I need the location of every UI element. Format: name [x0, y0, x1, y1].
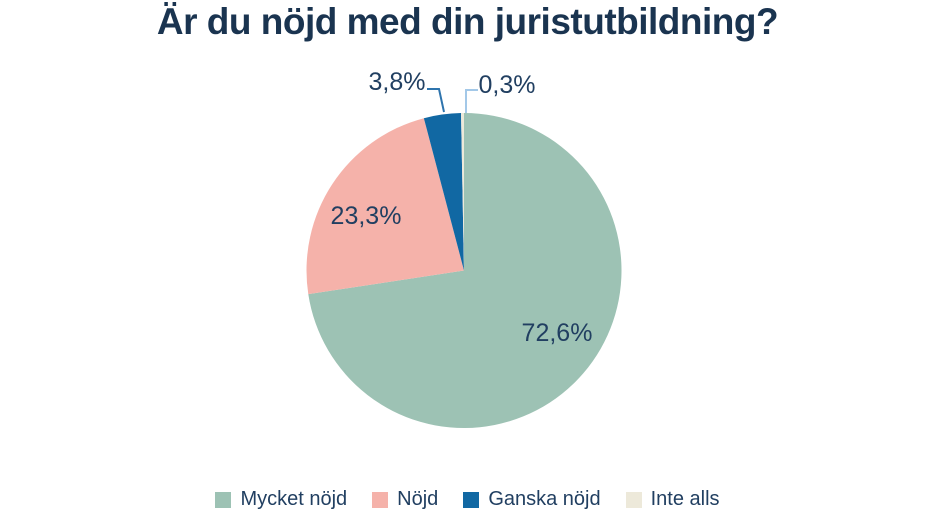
legend-item-1: Nöjd — [372, 488, 438, 511]
legend-item-2: Ganska nöjd — [463, 488, 601, 511]
slice-value-label: 72,6% — [522, 319, 593, 347]
legend-label: Mycket nöjd — [240, 488, 348, 510]
leader-line — [427, 88, 445, 113]
legend-swatch — [463, 491, 480, 508]
chart-title: Är du nöjd med din juristutbildning? — [156, 1, 779, 42]
legend-swatch — [215, 491, 232, 508]
legend-label: Ganska nöjd — [488, 488, 601, 510]
pie-slice-2 — [423, 113, 464, 271]
slice-value-label: 0,3% — [479, 71, 536, 99]
legend-item-3: Inte alls — [625, 488, 720, 511]
legend-item-0: Mycket nöjd — [215, 488, 347, 511]
legend-swatch — [625, 491, 642, 508]
slice-value-label: 3,8% — [369, 68, 426, 96]
legend: Mycket nöjd Nöjd Ganska nöjd Inte alls — [0, 488, 935, 511]
pie-slice-0 — [308, 113, 622, 428]
pie-slice-3 — [461, 113, 464, 271]
leader-line — [465, 89, 478, 113]
legend-label: Nöjd — [397, 488, 439, 510]
pie-slice-1 — [306, 118, 464, 295]
legend-label: Inte alls — [650, 488, 720, 510]
slice-value-label: 23,3% — [331, 202, 402, 230]
legend-swatch — [372, 491, 389, 508]
